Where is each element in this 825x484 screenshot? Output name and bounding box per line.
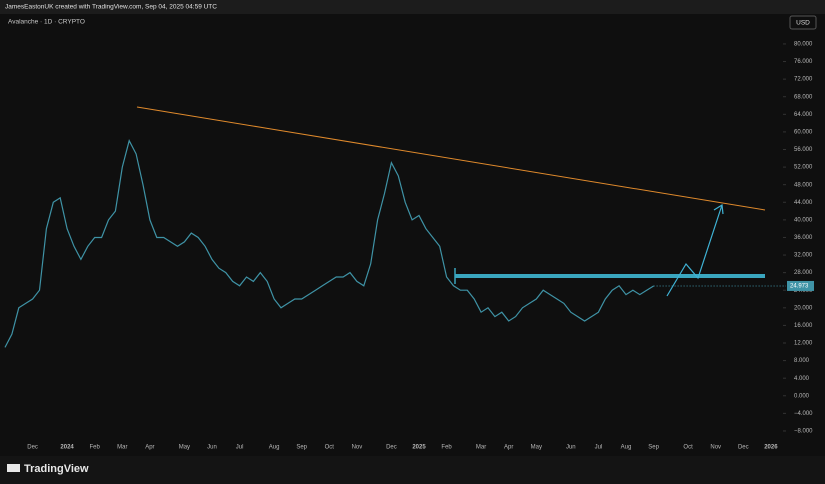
x-tick-label: 2024 <box>60 445 74 451</box>
y-tick-label: 8.000 <box>794 358 810 364</box>
price-line <box>4 139 654 348</box>
y-tick-label: −8.000 <box>794 429 813 435</box>
currency-box[interactable] <box>789 15 817 30</box>
y-tick-label: 76.000 <box>794 59 813 65</box>
y-tick-label: 16.000 <box>794 323 813 329</box>
x-tick-label: Nov <box>710 445 721 451</box>
y-tick-label: 48.000 <box>794 182 813 188</box>
x-tick-label: Mar <box>476 445 486 451</box>
x-tick-label: Oct <box>683 445 693 451</box>
y-tick-label: 36.000 <box>794 235 813 241</box>
y-tick-label: 4.000 <box>794 376 810 382</box>
credit: JamesEastonUK created with TradingView.c… <box>5 4 217 11</box>
logo-icon <box>7 464 20 472</box>
arrow-head <box>713 203 724 215</box>
x-tick-label: Sep <box>648 445 659 451</box>
x-tick-label: Jun <box>566 445 576 451</box>
y-tick-label: 20.000 <box>794 305 813 311</box>
y-tick-label: 44.000 <box>794 200 813 206</box>
x-tick-label: Apr <box>145 445 154 451</box>
y-tick-label: 72.000 <box>794 77 813 83</box>
x-tick-label: Jul <box>236 445 244 451</box>
x-tick-label: Sep <box>296 445 307 451</box>
currency[interactable]: USD <box>796 20 810 27</box>
y-tick-label: 12.000 <box>794 341 813 347</box>
y-tick-label: −4.000 <box>794 411 813 417</box>
y-tick-label: 56.000 <box>794 147 813 153</box>
x-tick-label: Jul <box>595 445 603 451</box>
y-tick-label: 68.000 <box>794 94 813 100</box>
price-tag <box>787 280 814 291</box>
x-tick-label: Dec <box>27 445 38 451</box>
x-tick-label: 2026 <box>764 445 778 451</box>
y-tick-label: 64.000 <box>794 112 813 118</box>
symbol: Avalanche · 1D · CRYPTO <box>8 19 85 26</box>
x-tick-label: Jun <box>207 445 217 451</box>
projection-arrow <box>666 204 723 297</box>
x-tick-label: Apr <box>504 445 513 451</box>
x-tick-label: Dec <box>738 445 749 451</box>
x-tick-label: 2025 <box>412 445 426 451</box>
x-tick-label: May <box>179 445 190 451</box>
x-tick-label: May <box>531 445 542 451</box>
x-tick-label: Nov <box>352 445 363 451</box>
x-tick-label: Oct <box>325 445 335 451</box>
y-tick-label: 28.000 <box>794 270 813 276</box>
x-tick-label: Dec <box>386 445 397 451</box>
y-tick-label: 40.000 <box>794 217 813 223</box>
logo: TradingView <box>24 463 89 475</box>
footer <box>0 456 825 484</box>
trendline <box>136 106 766 211</box>
price-label: 24.973 <box>790 284 809 290</box>
x-tick-label: Feb <box>441 445 452 451</box>
x-tick-label: Mar <box>117 445 127 451</box>
x-tick-label: Aug <box>269 445 280 451</box>
y-tick-label: 32.000 <box>794 253 813 259</box>
x-tick-label: Aug <box>621 445 632 451</box>
y-tick-label: 60.000 <box>794 129 813 135</box>
y-tick-label: 52.000 <box>794 165 813 171</box>
y-tick-label: 80.000 <box>794 42 813 48</box>
x-tick-label: Feb <box>90 445 101 451</box>
header-bar <box>0 0 825 14</box>
y-tick-label: 0.000 <box>794 393 810 399</box>
